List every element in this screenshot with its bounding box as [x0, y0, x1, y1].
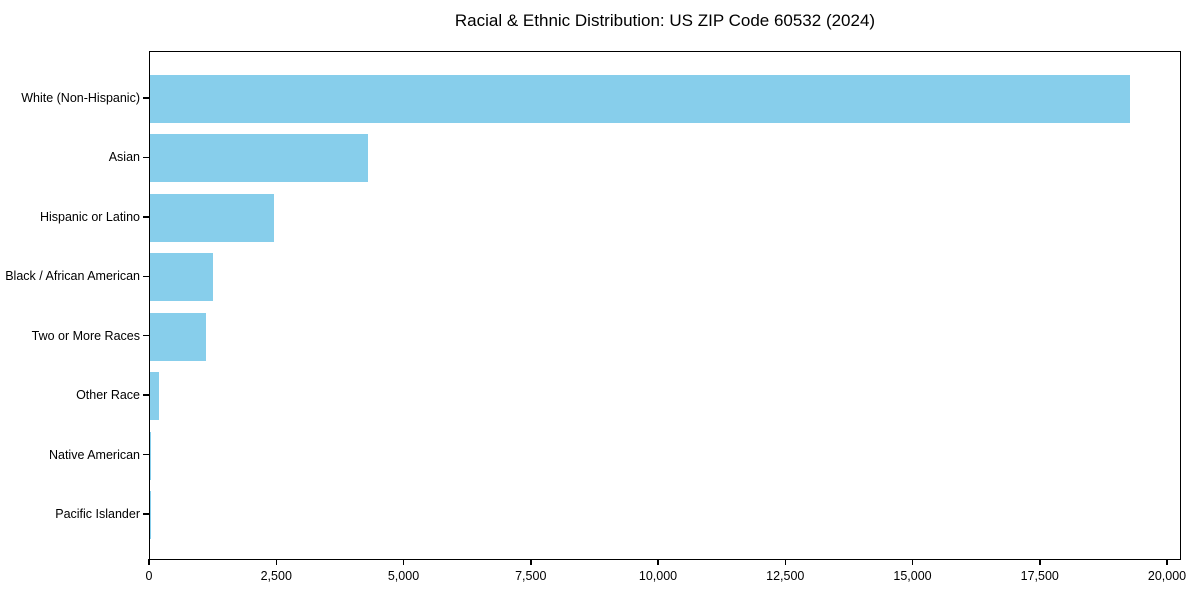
y-tick — [143, 97, 149, 99]
bar-white-non-hispanic — [150, 75, 1130, 123]
bar-two-or-more-races — [150, 312, 206, 361]
x-tick — [402, 559, 405, 565]
y-axis-label: Two or More Races — [31, 328, 140, 343]
y-tick — [143, 453, 149, 456]
bar-other-race — [150, 372, 160, 421]
y-axis-label: Asian — [108, 150, 140, 165]
bar-native-american — [150, 431, 152, 480]
x-tick — [657, 559, 659, 565]
x-tick-label: 15,000 — [893, 569, 932, 583]
x-tick-label: 10,000 — [638, 569, 678, 583]
x-tick — [784, 559, 786, 565]
y-axis-label: Black / African American — [5, 269, 140, 284]
x-tick — [911, 559, 914, 565]
y-tick — [143, 156, 149, 159]
bar-asian — [150, 134, 368, 183]
x-tick-label: 12,500 — [766, 569, 805, 583]
x-tick-label: 0 — [145, 569, 153, 583]
y-tick — [143, 513, 149, 515]
x-tick — [1166, 559, 1168, 565]
y-tick — [143, 216, 149, 218]
y-axis-label: Other Race — [76, 388, 140, 403]
bar-hispanic-or-latino — [150, 193, 275, 242]
x-tick-label: 5,000 — [387, 569, 420, 583]
y-axis-label: Pacific Islander — [55, 507, 140, 521]
x-tick — [148, 559, 150, 565]
x-tick — [530, 559, 532, 565]
y-tick — [143, 394, 149, 396]
y-tick — [143, 275, 149, 278]
y-axis-label: Native American — [48, 447, 140, 462]
y-axis-label: White (Non-Hispanic) — [21, 91, 140, 105]
chart-title: Racial & Ethnic Distribution: US ZIP Cod… — [454, 11, 876, 30]
x-tick-label: 2,500 — [260, 569, 292, 583]
x-tick — [1039, 559, 1041, 565]
x-tick-label: 17,500 — [1020, 569, 1059, 583]
y-tick — [143, 334, 149, 337]
y-axis-label: Hispanic or Latino — [39, 209, 140, 224]
plot-area — [149, 51, 1181, 560]
x-tick-label: 20,000 — [1147, 569, 1187, 583]
bar-black-african-american — [150, 253, 214, 302]
x-tick-label: 7,500 — [515, 569, 547, 583]
x-tick — [275, 559, 277, 565]
